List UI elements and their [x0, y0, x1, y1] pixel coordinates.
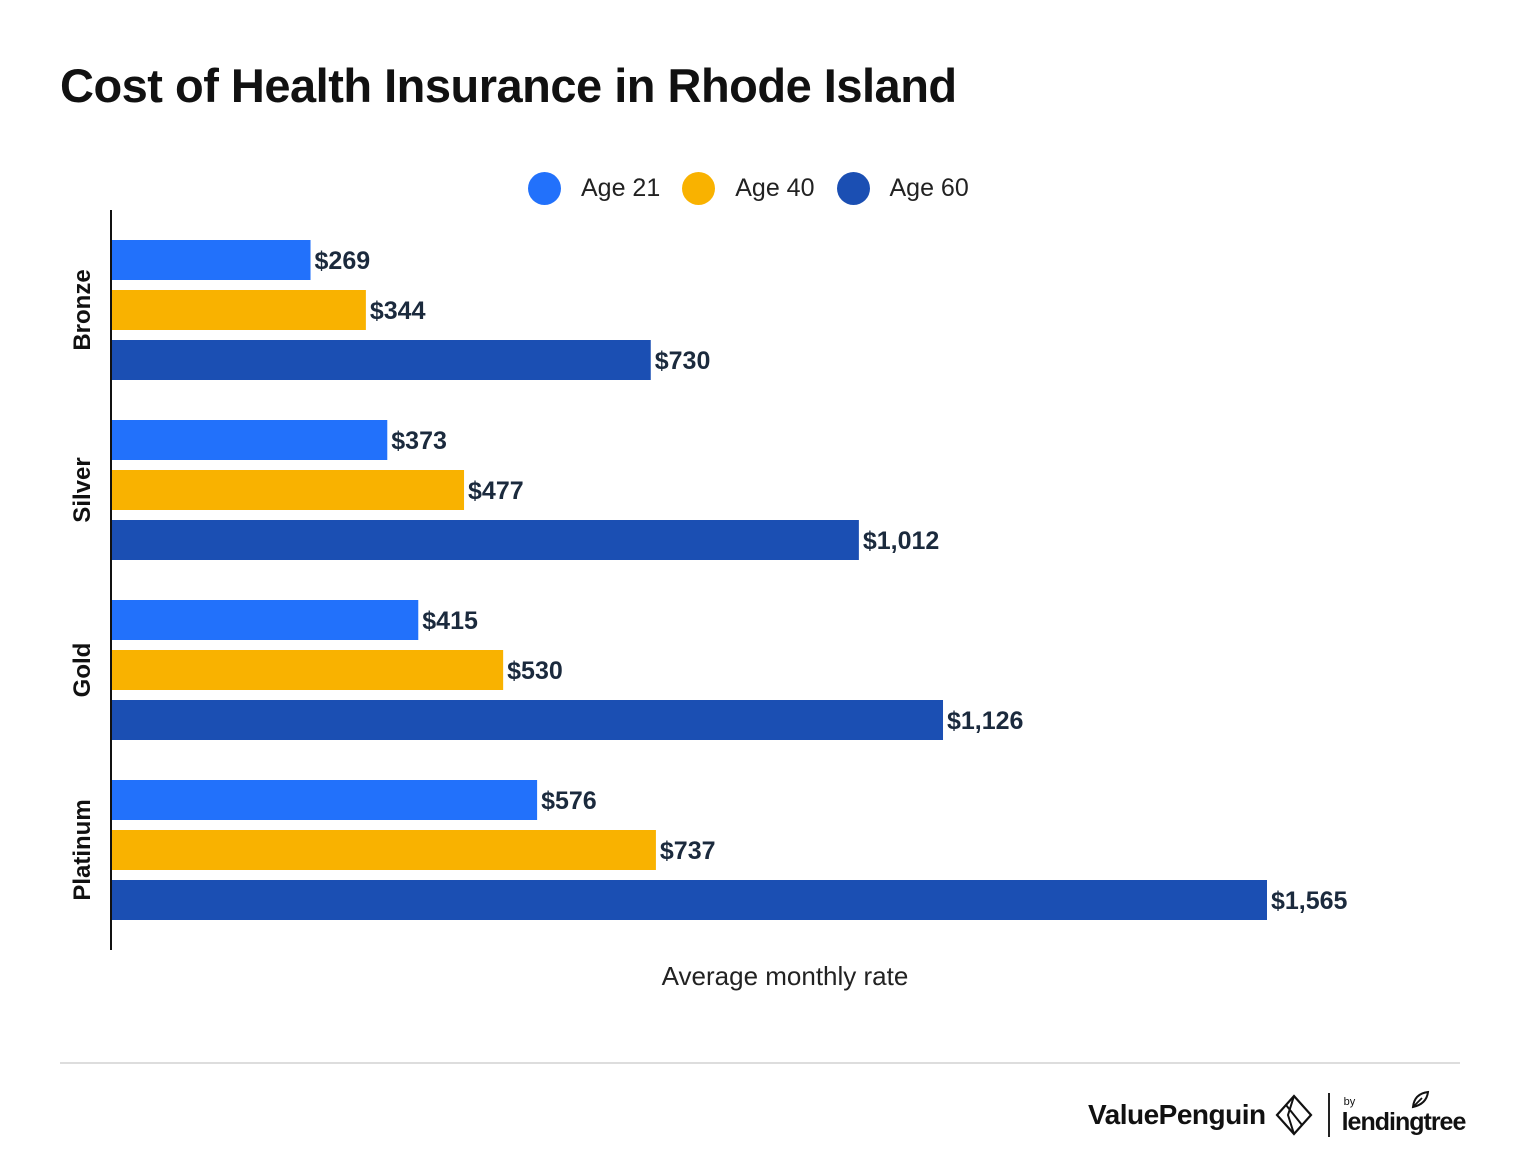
bar-silver-age-60 [112, 520, 859, 560]
x-axis-title: Average monthly rate [662, 961, 909, 991]
data-label: $477 [468, 477, 524, 505]
bar-silver-age-21 [112, 420, 388, 460]
lendingtree-by-text: by [1343, 1096, 1356, 1108]
footer-logo: ValuePenguin by lendingtree [1088, 1090, 1466, 1140]
chart-title: Cost of Health Insurance in Rhode Island [60, 59, 957, 112]
bar-bronze-age-21 [112, 240, 311, 280]
legend-item: Age 21 [528, 171, 661, 205]
legend-swatch [528, 171, 561, 205]
valuepenguin-wordmark: ValuePenguin [1088, 1099, 1266, 1130]
leaf-icon [1411, 1090, 1429, 1109]
data-label: $530 [507, 657, 563, 685]
bar-gold-age-40 [112, 650, 504, 690]
legend-swatch [836, 171, 870, 205]
legend-item: Age 40 [682, 171, 815, 205]
bar-bronze-age-60 [112, 340, 651, 380]
category-label: Silver [69, 457, 96, 522]
data-label: $415 [422, 607, 478, 635]
bar-platinum-age-60 [112, 880, 1267, 920]
data-label: $1,565 [1271, 887, 1348, 915]
category-label: Platinum [69, 799, 96, 900]
data-label: $730 [655, 347, 711, 375]
bar-platinum-age-21 [112, 780, 538, 820]
legend-swatch [682, 171, 716, 205]
bar-platinum-age-40 [112, 830, 656, 870]
footer-divider [60, 1062, 1460, 1064]
category-label: Gold [69, 643, 96, 698]
data-label: $269 [315, 247, 371, 275]
lendingtree-wordmark: lendingtree [1341, 1108, 1467, 1136]
data-label: $1,126 [947, 707, 1023, 735]
legend-label: Age 60 [889, 173, 969, 202]
data-label: $373 [391, 427, 447, 455]
bar-chart: $269 $344 $730 Bronze $373 $477 $1,012 Silver $4… [69, 210, 1348, 991]
data-label: $737 [660, 837, 716, 865]
bar-gold-age-21 [112, 600, 419, 640]
data-label: $344 [370, 297, 426, 325]
bar-bronze-age-40 [112, 290, 366, 330]
logo-separator [1327, 1093, 1330, 1137]
valuepenguin-diamond-icon [1275, 1094, 1313, 1136]
lendingtree-logo: by lendingtree [1342, 1090, 1466, 1140]
bar-gold-age-60 [112, 700, 944, 740]
bar-silver-age-40 [112, 470, 465, 510]
legend-item: Age 60 [836, 171, 969, 205]
chart-legend: Age 21 Age 40 Age 60 [528, 170, 991, 206]
data-label: $1,012 [863, 527, 939, 555]
category-label: Bronze [69, 269, 96, 350]
data-label: $576 [541, 787, 597, 815]
legend-label: Age 21 [581, 173, 661, 202]
legend-label: Age 40 [735, 173, 815, 202]
